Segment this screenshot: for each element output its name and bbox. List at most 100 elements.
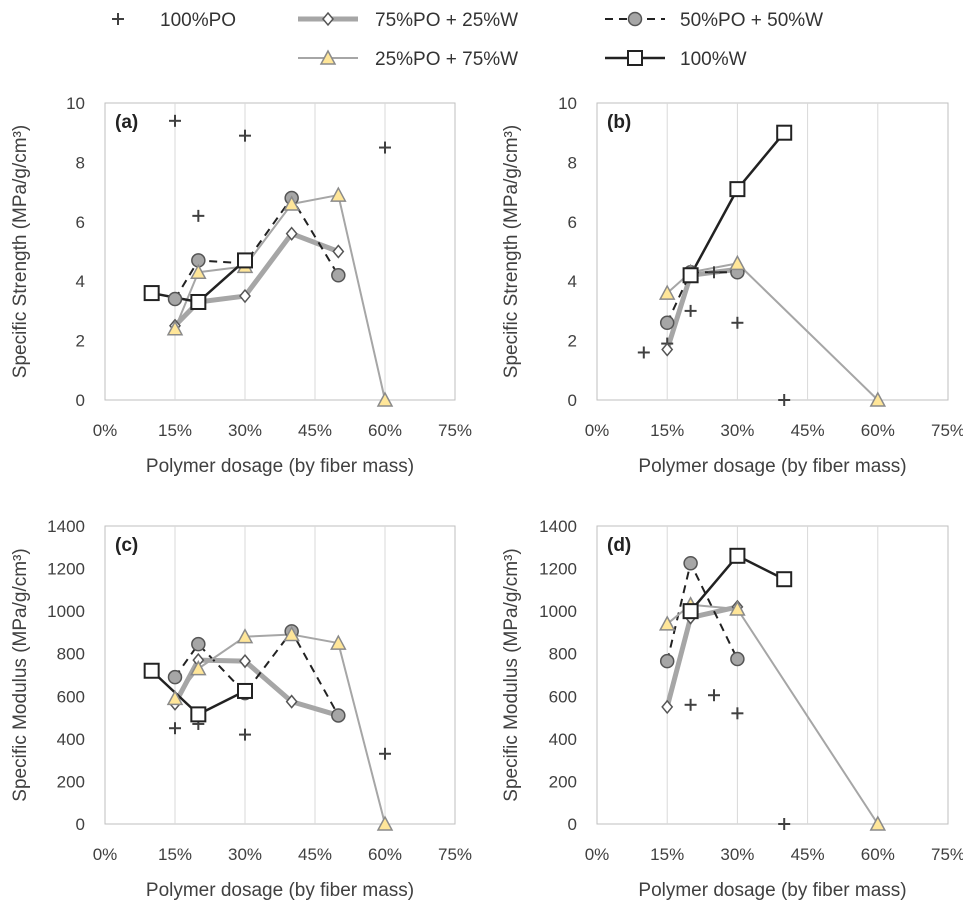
series-line-po50 [666, 562, 739, 662]
data-point-po75 [661, 342, 674, 357]
panel-b: 0% 15% 30% 45% 60% 75% 0 2 4 6 8 10 Polymer dosage (… [501, 94, 963, 477]
legend-entry-po75: 75%PO + 25%W [298, 10, 518, 31]
data-point-po25 [166, 320, 184, 336]
legend-marker-po25 [319, 49, 337, 65]
data-point-po25 [658, 284, 676, 300]
data-point-po75 [239, 288, 251, 304]
data-point-po100 [684, 304, 697, 317]
series-line-po25 [174, 633, 386, 825]
legend-entry-po100: 100%PO [112, 10, 236, 31]
data-point-po50 [331, 268, 346, 283]
y-tick-label: 600 [57, 687, 85, 706]
legend-marker-po100 [112, 13, 124, 25]
y-axis-title: Specific Strength (MPa/g/cm³) [501, 125, 522, 378]
data-point-po100 [731, 707, 744, 720]
data-point-po100 [239, 728, 251, 741]
data-point-po100 [684, 698, 697, 711]
series-line-po75 [664, 266, 738, 351]
data-point-po100 [379, 747, 391, 760]
data-point-po50 [659, 653, 675, 669]
data-point-w100 [143, 285, 160, 302]
data-point-po25 [190, 660, 207, 676]
x-tick-label: 45% [791, 845, 825, 864]
data-point-po100 [379, 141, 391, 154]
y-tick-label: 1200 [539, 560, 577, 579]
legend-entry-w100: 100%W [605, 49, 747, 70]
data-point-w100 [776, 124, 793, 141]
x-tick-label: 15% [650, 421, 684, 440]
y-tick-label: 8 [76, 153, 85, 172]
series-line-po75 [664, 604, 738, 708]
x-tick-label: 60% [861, 845, 895, 864]
data-point-po25 [376, 815, 394, 831]
data-point-po25 [869, 815, 887, 831]
y-tick-label: 200 [549, 772, 577, 791]
legend: 100%PO 75%PO + 25%W 50%PO + 50%W 25%PO + 75… [112, 10, 823, 70]
legend-marker-po75 [322, 11, 334, 27]
y-tick-label: 1400 [47, 517, 85, 536]
data-point-po50 [730, 651, 745, 667]
y-tick-label: 6 [568, 213, 577, 232]
plot-frame [104, 102, 456, 401]
x-tick-label: 15% [158, 845, 192, 864]
data-point-po25 [166, 689, 184, 706]
data-point-po100 [708, 266, 720, 279]
data-point-po100 [778, 818, 791, 830]
y-tick-label: 400 [549, 730, 577, 749]
data-point-po25 [330, 186, 347, 202]
y-tick-label: 4 [76, 272, 85, 291]
data-point-po75 [332, 244, 345, 259]
legend-marker-w100 [627, 50, 643, 66]
plot-frame [596, 525, 949, 825]
data-point-po100 [169, 722, 181, 735]
y-tick-label: 1000 [539, 602, 577, 621]
legend-label-po25: 25%PO + 75%W [375, 49, 518, 70]
data-point-po75 [285, 226, 298, 241]
data-point-po50 [167, 291, 183, 307]
x-tick-label: 60% [861, 421, 895, 440]
x-axis-title: Polymer dosage (by fiber mass) [146, 456, 414, 477]
data-point-po25 [658, 615, 676, 631]
data-point-w100 [190, 293, 207, 310]
panel-c: 0% 15% 30% 45% 60% 75% 0 200 400 600 800 1000 1200 14… [10, 517, 472, 901]
x-tick-label: 45% [791, 421, 825, 440]
data-point-po100 [192, 209, 205, 222]
data-point-po25 [283, 195, 300, 211]
panel-label: (c) [115, 535, 138, 556]
series-line-po75 [173, 231, 340, 328]
y-tick-label: 4 [568, 272, 577, 291]
data-point-w100 [776, 571, 793, 588]
x-tick-label: 30% [720, 845, 754, 864]
data-point-po100 [778, 394, 791, 406]
data-point-po50 [331, 708, 346, 723]
panel-d: 0% 15% 30% 45% 60% 75% 0 200 400 600 800 1000 1200 14… [501, 517, 963, 901]
y-tick-label: 0 [76, 815, 85, 834]
legend-label-po50: 50%PO + 50%W [680, 10, 823, 31]
data-point-w100 [729, 181, 746, 198]
y-tick-label: 0 [568, 815, 577, 834]
y-tick-label: 1000 [47, 602, 85, 621]
x-tick-label: 30% [228, 845, 262, 864]
data-point-po25 [869, 391, 887, 407]
series-line-po50 [174, 630, 340, 716]
y-tick-label: 10 [66, 94, 85, 113]
x-axis-title: Polymer dosage (by fiber mass) [638, 880, 906, 901]
y-tick-label: 200 [57, 772, 85, 791]
data-point-po75 [661, 699, 674, 715]
data-point-po25 [190, 263, 207, 280]
data-point-po25 [729, 254, 746, 271]
x-tick-label: 0% [93, 421, 118, 440]
data-point-w100 [237, 252, 253, 269]
x-tick-label: 45% [298, 845, 332, 864]
series-line-po25 [174, 194, 386, 401]
y-tick-label: 800 [549, 645, 577, 664]
data-point-w100 [682, 603, 699, 620]
legend-label-w100: 100%W [680, 49, 747, 70]
data-point-w100 [190, 706, 207, 723]
series-line-po25 [666, 603, 879, 825]
y-axis-title: Specific Modulus (MPa/g/cm³) [10, 548, 31, 801]
x-tick-label: 75% [438, 845, 472, 864]
y-tick-label: 800 [57, 645, 85, 664]
